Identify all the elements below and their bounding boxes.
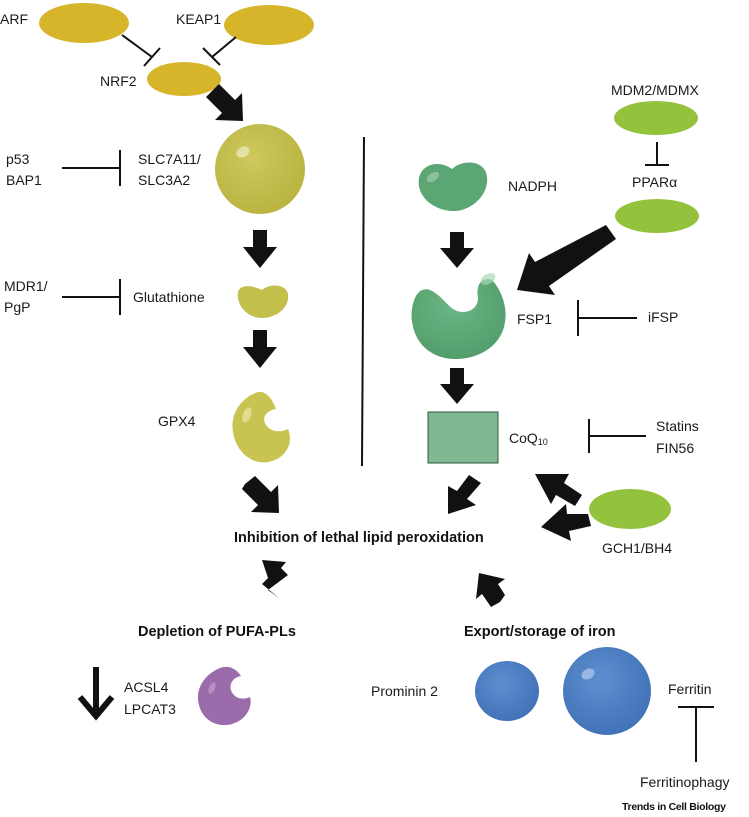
iron-title: Export/storage of iron [464,624,615,640]
fsp1-highlight [480,273,496,285]
gpx4-highlight [242,407,252,423]
mdm2-label: MDM2/MDMX [611,82,700,98]
statins-inhibit-coq10 [588,419,646,453]
gch1-label: GCH1/BH4 [602,540,672,556]
fsp1-shape [411,279,506,360]
mdr1-inhibits-glutathione [62,279,121,315]
nadph-highlight [426,171,440,183]
keap1-inhibits-nrf2 [202,36,237,66]
gpx4-shape [232,391,290,463]
arf-label: ARF [0,11,28,27]
coq10-label: CoQ10 [509,430,548,447]
p53-label: p53 [6,151,30,167]
pathway-divider [361,136,365,467]
slc7a11-highlight [236,146,250,158]
ferritin-highlight [581,668,595,680]
ppar-to-fsp1-arrow [517,225,616,295]
gpx4-to-outcome-arrow [242,476,279,513]
coq10-box [427,411,499,464]
glutathione-to-gpx4-arrow [243,330,277,368]
coq10-to-outcome-arrow [448,475,481,514]
bap1-label: BAP1 [6,172,42,188]
keap1-label: KEAP1 [176,11,221,27]
fsp1-label: FSP1 [517,311,552,327]
ifsp-label: iFSP [648,309,678,325]
slc7a11-label: SLC7A11/ [138,151,201,167]
nadph-shape [418,162,488,212]
nrf2-ellipse [147,62,221,96]
ifsp-inhibits-fsp1 [577,300,637,336]
gch1-ellipse [589,489,671,529]
nrf2-label: NRF2 [100,73,137,89]
p53-inhibits-slc [62,150,121,186]
gpx4-label: GPX4 [158,413,196,429]
prominin-label: Prominin 2 [371,683,438,699]
pufa-to-outcome-arrow [262,560,288,598]
pgp-label: PgP [4,299,30,315]
nadph-to-fsp1-arrow [440,232,474,268]
fin56-label: FIN56 [656,440,694,456]
mdm2-inhibits-ppar [645,142,669,166]
ppar-label: PPARα [632,174,677,190]
acsl4-shape [197,666,251,726]
mdr1-label: MDR1/ [4,278,48,294]
coq-subscript: 10 [538,437,548,447]
glutathione-shape [237,285,289,318]
pufa-title: Depletion of PUFA-PLs [138,624,296,640]
ferritin-label: Ferritin [668,681,712,697]
lpcat3-label: LPCAT3 [124,701,176,717]
gch1-to-outcome-arrow [541,504,591,541]
keap1-ellipse [224,5,314,45]
nrf2-to-slc-arrow [206,84,243,121]
slc-to-glutathione-arrow [243,230,277,268]
arf-inhibits-nrf2 [121,34,161,67]
acsl4-decrease-arrow [77,667,115,721]
slc7a11-sphere [215,124,305,214]
acsl4-label: ACSL4 [124,679,169,695]
iron-to-outcome-arrow [476,573,505,607]
ferritin-sphere [563,647,651,735]
mdm2-ellipse [614,101,698,135]
prominin-sphere [475,661,539,721]
ppar-ellipse [615,199,699,233]
glutathione-label: Glutathione [133,289,205,305]
outcome-label: Inhibition of lethal lipid peroxidation [234,530,484,546]
gch1-to-coq10-arrow [535,474,582,506]
journal-footer: Trends in Cell Biology [622,801,726,813]
acsl4-highlight [208,682,216,694]
nadph-label: NADPH [508,178,557,194]
statins-label: Statins [656,418,699,434]
coq-text: CoQ [509,430,538,446]
arf-ellipse [39,3,129,43]
ferritinophagy-inhibits-ferritin [678,706,714,762]
fsp1-to-coq-arrow [440,368,474,404]
slc3a2-label: SLC3A2 [138,172,190,188]
ferritinophagy-label: Ferritinophagy [640,774,730,790]
